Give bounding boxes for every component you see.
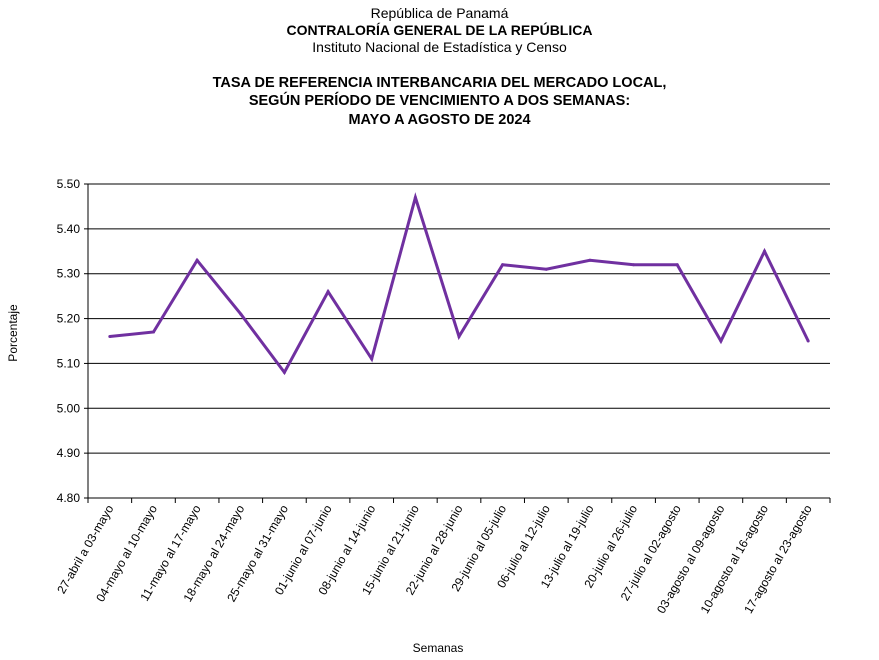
data-point <box>326 290 330 294</box>
data-point <box>195 258 199 262</box>
data-point <box>719 339 723 343</box>
data-point <box>282 370 286 374</box>
data-point <box>239 312 243 316</box>
y-tick-label: 5.50 <box>57 177 81 191</box>
data-point <box>588 258 592 262</box>
y-axis-label: Porcentaje <box>6 304 20 362</box>
gridlines <box>88 183 830 499</box>
data-point <box>632 263 636 267</box>
header-contraloria: CONTRALORÍA GENERAL DE LA REPÚBLICA <box>286 22 593 38</box>
y-tick-label: 4.80 <box>57 491 81 505</box>
data-point <box>151 330 155 334</box>
data-point <box>806 339 810 343</box>
data-point <box>675 263 679 267</box>
x-axis-label: Semanas <box>413 641 464 655</box>
y-tick-labels: 4.80 4.90 5.00 5.10 5.20 5.30 5.40 5.50 <box>57 177 81 505</box>
header-instituto: Instituto Nacional de Estadística y Cens… <box>312 39 567 55</box>
data-point <box>370 357 374 361</box>
chart-title-line-2: SEGÚN PERÍODO DE VENCIMIENTO A DOS SEMAN… <box>248 93 631 109</box>
y-tick-label: 5.30 <box>57 267 81 281</box>
series-line <box>109 192 810 376</box>
data-point <box>413 195 417 199</box>
data-point <box>501 263 505 267</box>
series <box>108 192 810 376</box>
y-tick-label: 5.00 <box>57 401 81 415</box>
axes <box>84 183 831 503</box>
y-tick-label: 5.10 <box>57 356 81 370</box>
y-tick-label: 5.40 <box>57 222 81 236</box>
data-point <box>544 267 548 271</box>
data-point <box>763 249 767 253</box>
chart-title-line-1: TASA DE REFERENCIA INTERBANCARIA DEL MER… <box>212 75 667 91</box>
data-point <box>457 335 461 339</box>
data-point <box>108 335 112 339</box>
chart-title-line-3: MAYO A AGOSTO DE 2024 <box>348 112 531 128</box>
y-tick-label: 5.20 <box>57 312 81 326</box>
y-tick-label: 4.90 <box>57 446 81 460</box>
header-republica: República de Panamá <box>370 5 509 21</box>
